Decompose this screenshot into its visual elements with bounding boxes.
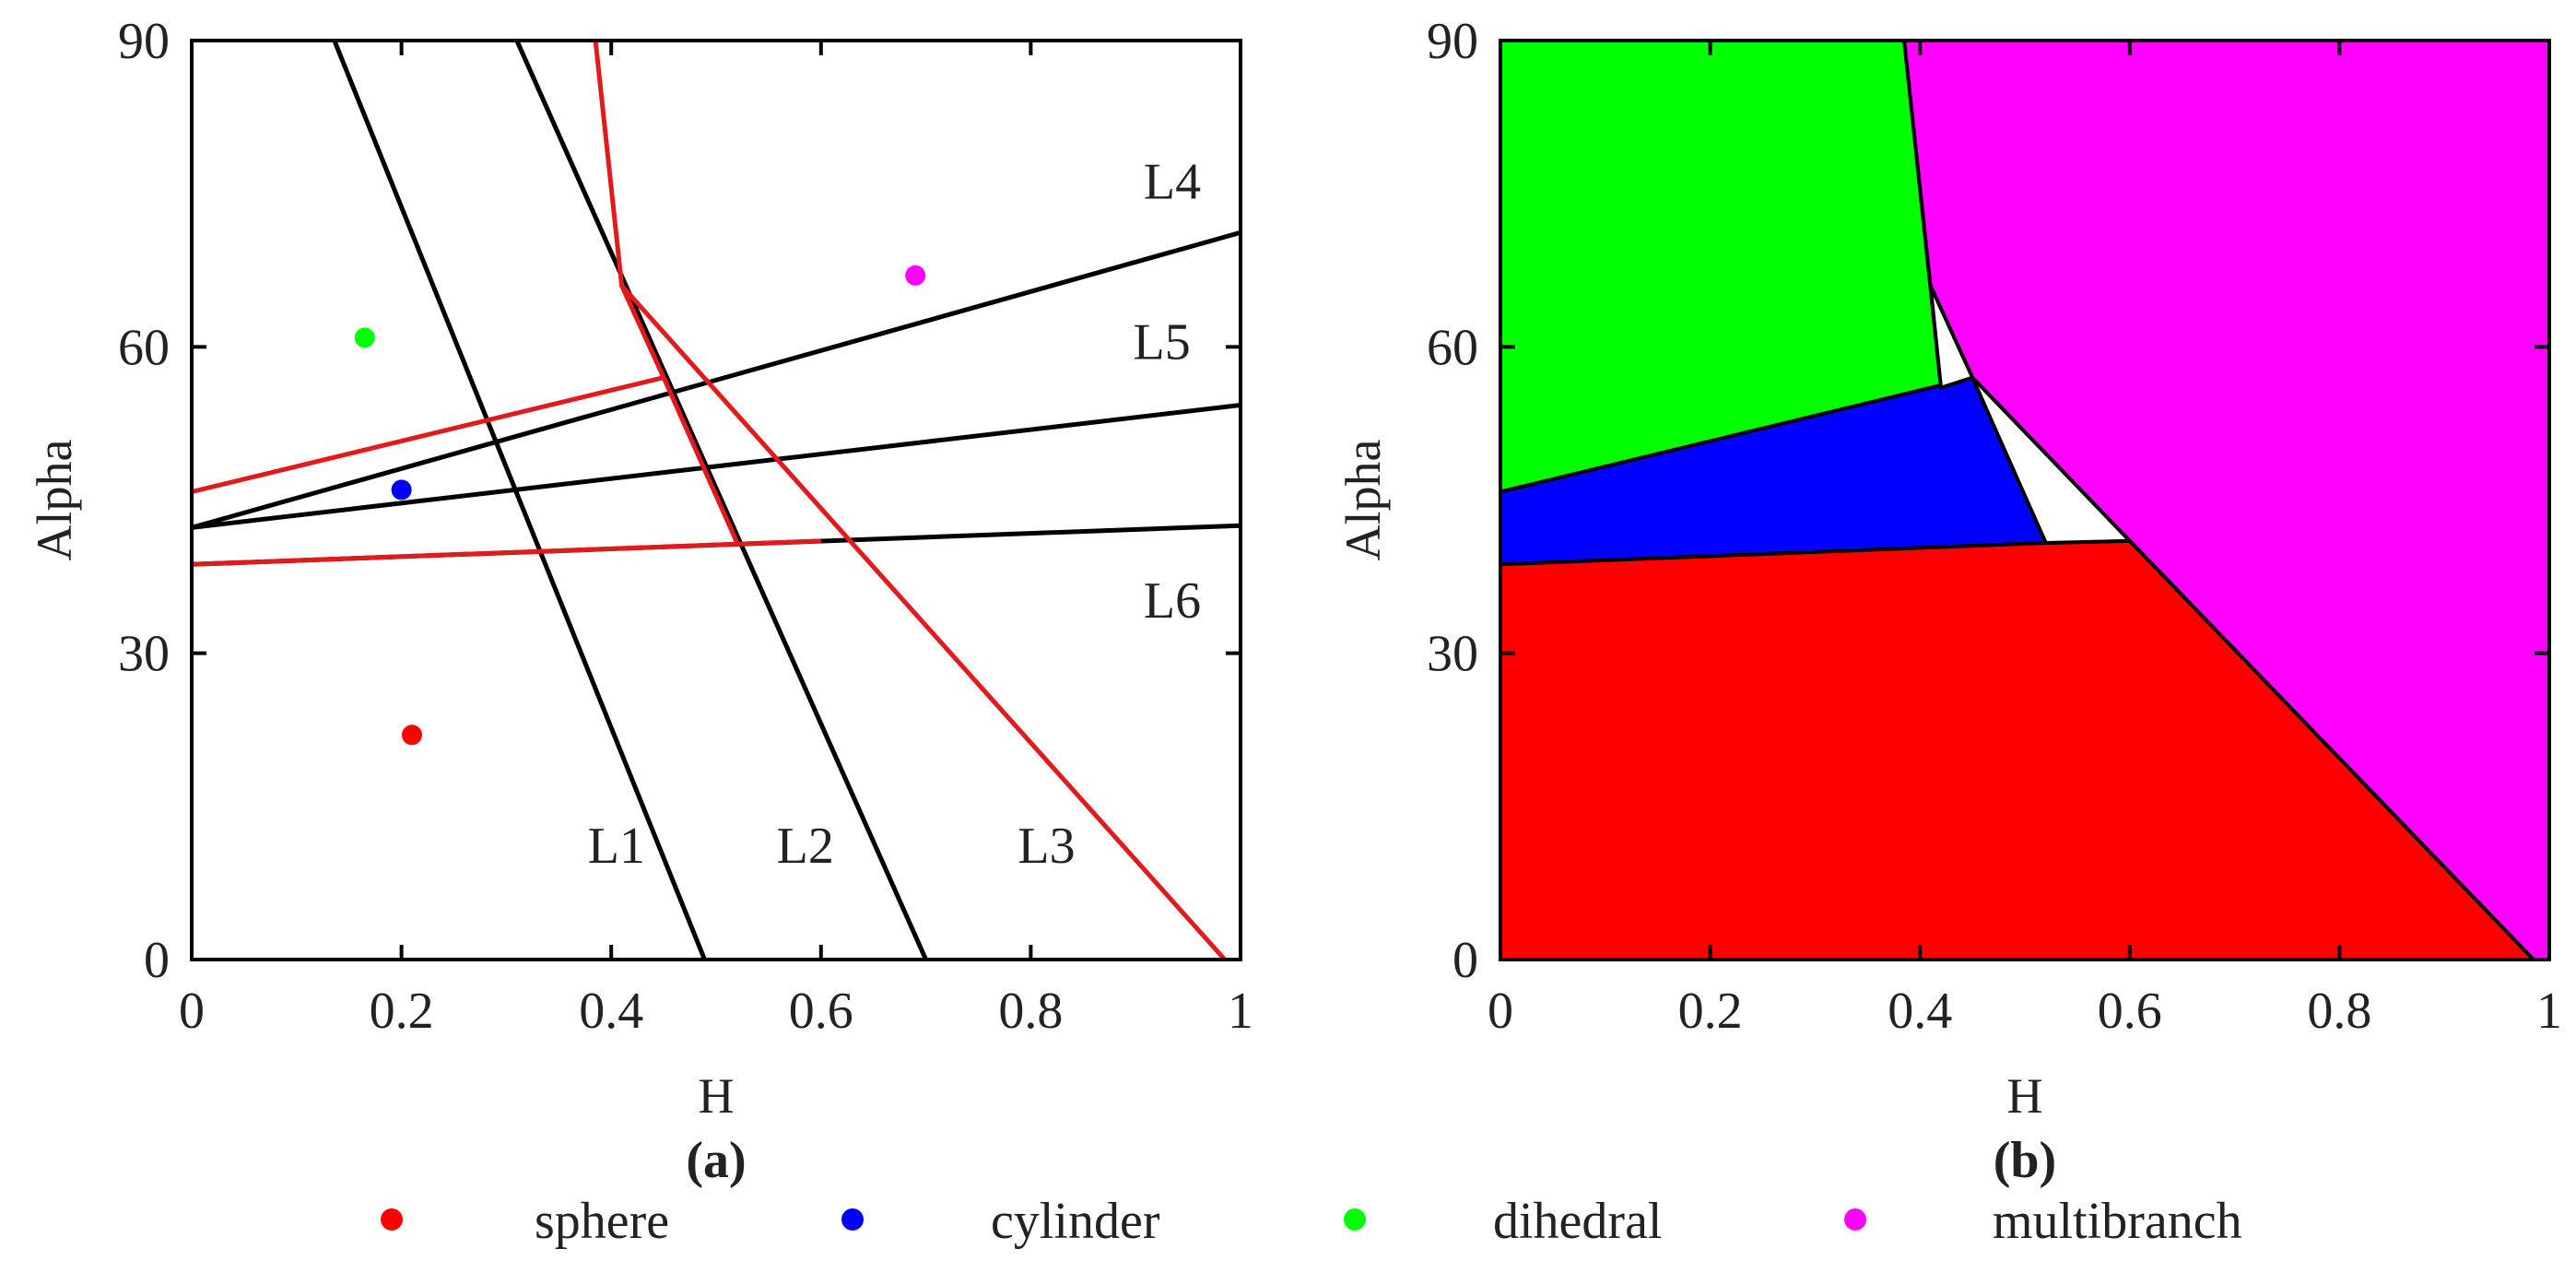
legend-label-dihedral: dihedral: [1493, 1193, 1662, 1250]
point-dihedral: [354, 327, 375, 348]
y-tick-label: 60: [118, 319, 170, 376]
point-cylinder: [391, 479, 412, 501]
panel-a-axes-frame: [190, 39, 1242, 961]
line-L4: [192, 230, 1241, 530]
y-tick-label: 60: [1427, 319, 1478, 376]
panel-a-plot-content: L1 L2 L3 L4 L5 L6: [192, 41, 1241, 960]
legend-label-sphere: sphere: [535, 1193, 669, 1250]
x-tick-label: 0.8: [2307, 983, 2371, 1040]
line-label-L2: L2: [777, 818, 834, 875]
line-L5: [192, 403, 1241, 530]
line-label-L4: L4: [1144, 154, 1201, 211]
red-line-boundary-steep: [593, 41, 740, 545]
x-tick-label: 0.2: [370, 983, 434, 1040]
x-tick-label: 1: [1228, 983, 1253, 1040]
x-tick-label: 0.2: [1678, 983, 1743, 1040]
y-tick-label: 90: [118, 13, 170, 70]
red-line-boundary-upper: [192, 375, 665, 495]
panel-b-ticks: 0 0.2 0.4 0.6 0.8 1 0 30 60 90: [1427, 13, 2562, 1040]
y-tick-label: 90: [1427, 13, 1478, 70]
x-tick-label: 0.6: [2098, 983, 2162, 1040]
panel-a-caption: (a): [686, 1132, 746, 1189]
panel-a-x-axis-label: H: [699, 1068, 735, 1124]
red-line-L3: [619, 284, 1227, 960]
panel-b: 0 0.2 0.4 0.6 0.8 1 0 30 60 90 H Alpha (b): [1335, 13, 2562, 1189]
line-label-L6: L6: [1144, 572, 1201, 630]
region-unassigned: [1970, 375, 2132, 545]
panel-a-ticks: 0 0.2 0.4 0.6 0.8 1 0 30 60 90: [118, 13, 1253, 1040]
legend-marker-cylinder: [841, 1208, 864, 1231]
red-line-boundary-lower: [192, 538, 821, 567]
x-tick-label: 0: [1488, 983, 1513, 1040]
legend-marker-sphere: [381, 1208, 403, 1231]
legend-marker-dihedral: [1344, 1208, 1366, 1231]
panel-a: L1 L2 L3 L4 L5 L6 0 0.2 0.4 0.6 0.8 1 0 30 60 90 H Alp…: [27, 13, 1253, 1189]
panel-b-axes-frame: [1499, 39, 2551, 961]
legend-label-cylinder: cylinder: [991, 1193, 1160, 1250]
panel-a-y-axis-label: Alpha: [27, 439, 82, 560]
region-unassigned: [1928, 283, 1975, 390]
panel-b-y-axis-label: Alpha: [1335, 439, 1391, 560]
x-tick-label: 0: [179, 983, 205, 1040]
line-label-L5: L5: [1134, 314, 1191, 371]
legend: sphere cylinder dihedral multibranch: [381, 1193, 2242, 1250]
legend-label-multibranch: multibranch: [1993, 1193, 2242, 1250]
line-L2: [514, 41, 928, 960]
x-tick-label: 0.8: [998, 983, 1063, 1040]
line-label-L3: L3: [1017, 818, 1075, 875]
y-tick-label: 0: [1453, 932, 1478, 989]
point-sphere: [401, 724, 422, 746]
panel-b-caption: (b): [1994, 1132, 2056, 1189]
region-sphere: [1500, 538, 2535, 960]
x-tick-label: 0.4: [1888, 983, 1952, 1040]
point-multibranch: [905, 265, 926, 286]
panel-b-plot-content: [1500, 41, 2549, 960]
x-tick-label: 0.4: [579, 983, 643, 1040]
panel-b-x-axis-label: H: [2007, 1068, 2043, 1124]
x-tick-label: 0.6: [789, 983, 853, 1040]
line-label-L1: L1: [588, 818, 645, 875]
legend-marker-multibranch: [1844, 1208, 1866, 1231]
y-tick-label: 30: [1427, 626, 1478, 683]
line-L1: [332, 41, 707, 960]
x-tick-label: 1: [2536, 983, 2562, 1040]
y-tick-label: 30: [118, 626, 170, 683]
y-tick-label: 0: [144, 932, 170, 989]
